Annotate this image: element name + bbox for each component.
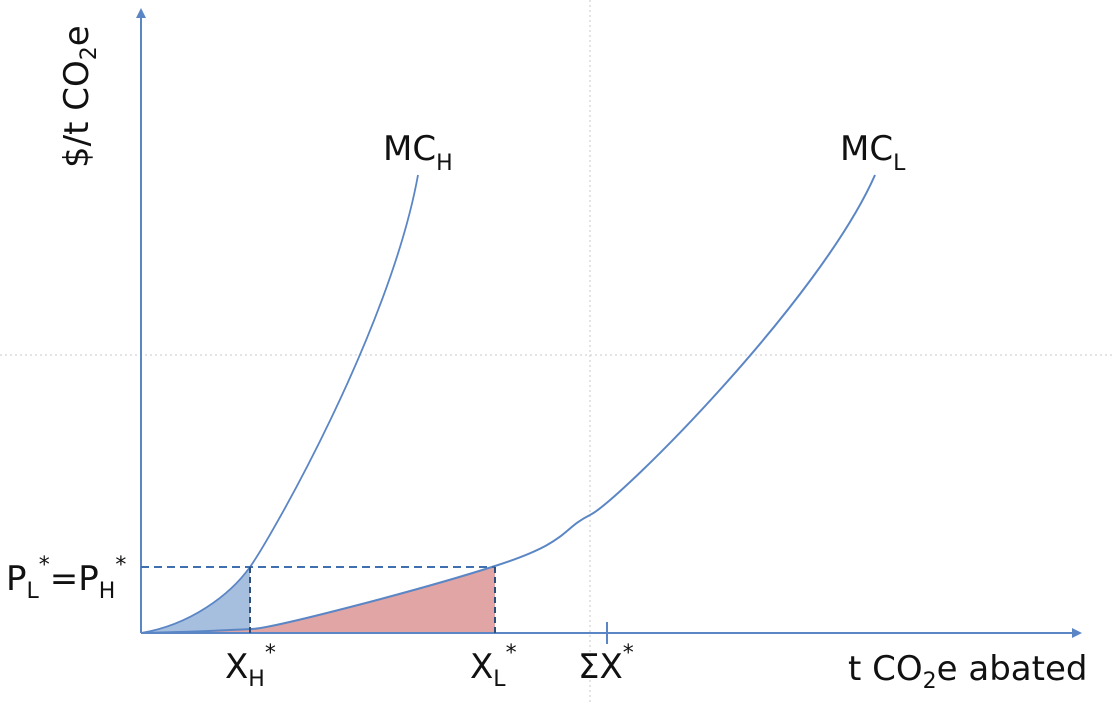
mc-low-curve	[140, 174, 876, 634]
x-sum-label: ΣX*	[578, 641, 634, 687]
x-axis-label: t CO2e abated	[848, 649, 1087, 694]
mc-high-curve	[140, 174, 419, 634]
mc-high-label: MCH	[383, 129, 453, 176]
high-cost-area	[141, 567, 250, 633]
x-high-label: XH*	[225, 641, 276, 692]
x-low-label: XL*	[470, 641, 517, 692]
low-cost-area	[141, 566, 495, 633]
y-axis-label: $/t CO2e	[57, 25, 102, 168]
mc-low-label: MCL	[840, 129, 906, 176]
price-label: PL*=PH*	[6, 553, 126, 604]
